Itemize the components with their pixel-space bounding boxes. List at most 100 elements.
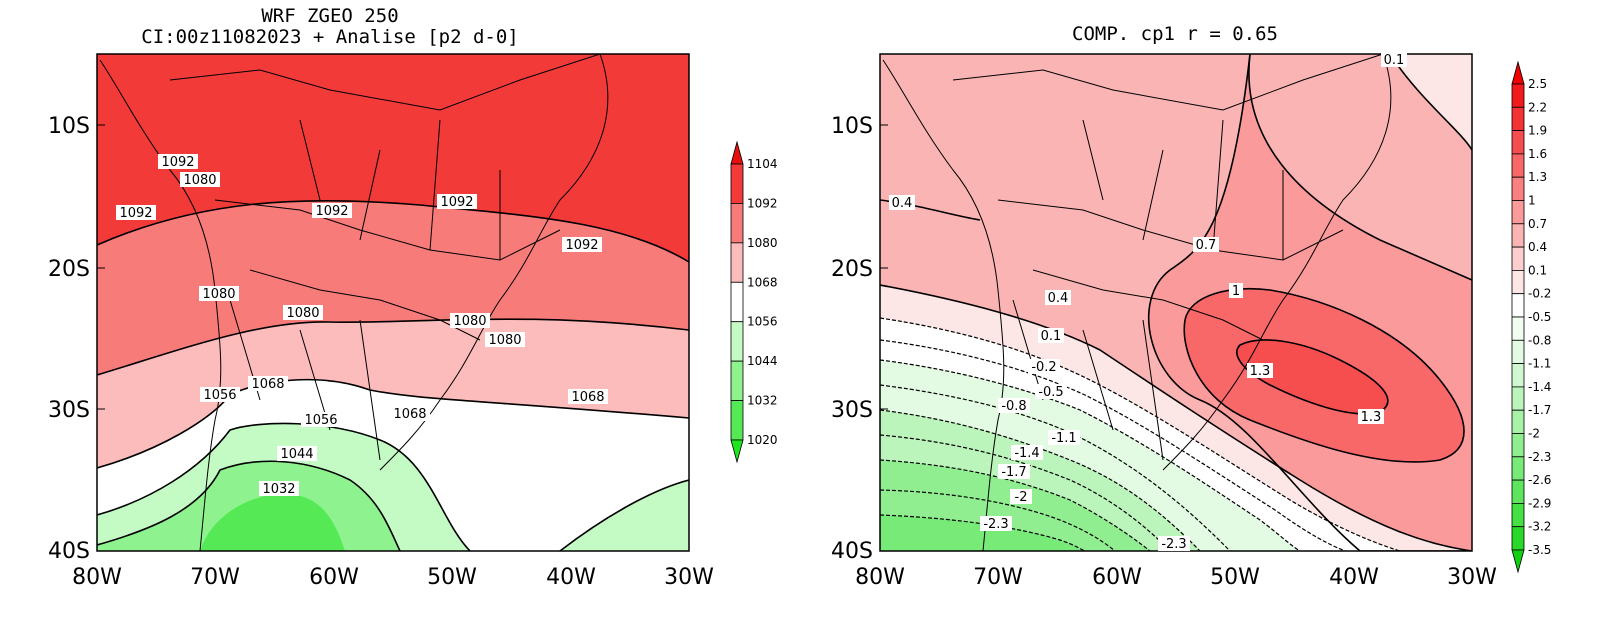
right-colorbar-arrow-bottom — [1511, 549, 1525, 574]
right-colorbar-label-14: -1.4 — [1528, 380, 1551, 394]
svg-text:-2.3: -2.3 — [1161, 537, 1186, 552]
svg-text:-2.3: -2.3 — [983, 517, 1008, 532]
right-lon-tick-60w: 60W — [1092, 565, 1142, 590]
left-contour-label-13: 1056 — [301, 412, 341, 428]
right-contour-label-8: -0.2 — [1028, 359, 1060, 375]
right-colorbar-swatch-4 — [1511, 153, 1525, 178]
svg-text:1056: 1056 — [304, 413, 337, 428]
right-lon-axis: 80W 70W 60W 50W 40W 30W — [855, 565, 1497, 590]
svg-text:0.4: 0.4 — [1048, 291, 1069, 306]
left-contour-label-15: 1068 — [568, 389, 608, 405]
right-colorbar-label-11: -0.5 — [1528, 310, 1551, 324]
left-lon-axis: 80W 70W 60W 50W 40W 30W — [72, 565, 714, 590]
right-colorbar-label-6: 1 — [1528, 194, 1536, 208]
right-contour-label-14: -1.7 — [998, 464, 1030, 480]
right-colorbar-swatch-14 — [1511, 386, 1525, 411]
svg-text:0.7: 0.7 — [1196, 238, 1217, 253]
svg-text:-1.4: -1.4 — [1014, 446, 1039, 461]
svg-text:1.3: 1.3 — [1250, 364, 1271, 379]
left-colorbar-label-3: 1080 — [747, 236, 778, 250]
right-colorbar-swatch-12 — [1511, 339, 1525, 364]
right-colorbar-label-12: -0.8 — [1528, 333, 1551, 347]
left-lat-axis: 10S 20S 30S 40S — [48, 114, 105, 564]
left-colorbar-swatch-4 — [730, 281, 744, 323]
right-colorbar-swatch-13 — [1511, 363, 1525, 388]
left-colorbar-label-4: 1068 — [747, 275, 778, 289]
left-contour-label-8: 1080 — [283, 305, 323, 321]
right-colorbar-swatch-6 — [1511, 200, 1525, 225]
left-colorbar-arrow-bottom — [730, 439, 744, 464]
left-contour-label-12: 1056 — [200, 387, 240, 403]
right-colorbar-label-9: 0.1 — [1528, 263, 1547, 277]
right-lat-axis: 10S 20S 30S 40S — [831, 114, 888, 564]
right-colorbar-label-4: 1.6 — [1528, 147, 1547, 161]
left-colorbar-swatch-5 — [730, 321, 744, 362]
right-colorbar-swatch-7 — [1511, 223, 1525, 248]
right-colorbar-swatch-16 — [1511, 433, 1525, 458]
right-colorbar-swatch-5 — [1511, 176, 1525, 201]
svg-text:0.1: 0.1 — [1384, 53, 1405, 68]
left-colorbar: 1104 1092 1080 1068 1056 1044 1032 1020 — [730, 140, 778, 464]
right-colorbar-label-21: -3.5 — [1528, 543, 1551, 557]
right-colorbar-arrow-top — [1511, 60, 1525, 85]
right-colorbar-swatch-20 — [1511, 526, 1525, 551]
right-colorbar-label-19: -2.9 — [1528, 496, 1551, 510]
svg-text:0.4: 0.4 — [892, 196, 913, 211]
left-contour-label-11: 1068 — [248, 376, 288, 392]
left-lon-tick-70w: 70W — [190, 565, 240, 590]
right-fill-1.3 — [1236, 340, 1388, 414]
right-contour-label-5: 1 — [1229, 283, 1243, 299]
right-lat-tick-40s: 40S — [831, 539, 873, 564]
left-contour-label-6: 1092 — [562, 237, 602, 253]
right-contour-label-3: 0.7 — [1193, 237, 1219, 253]
right-colorbar-swatch-8 — [1511, 246, 1525, 271]
right-lon-tick-80w: 80W — [855, 565, 905, 590]
svg-text:1068: 1068 — [571, 390, 604, 405]
left-colorbar-arrow-top — [730, 140, 744, 165]
left-map-panel: 1092 1080 1092 1092 1092 1092 1080 1080 … — [48, 53, 714, 590]
right-colorbar-label-10: -0.2 — [1528, 287, 1551, 301]
svg-text:0.1: 0.1 — [1041, 329, 1062, 344]
svg-text:1080: 1080 — [183, 173, 216, 188]
right-lon-tick-40w: 40W — [1329, 565, 1379, 590]
left-lat-tick-20s: 20S — [48, 257, 90, 282]
right-contour-label-1: 0.1 — [1381, 52, 1407, 68]
left-lat-tick-40s: 40S — [48, 539, 90, 564]
svg-text:1092: 1092 — [161, 155, 194, 170]
left-colorbar-label-6: 1044 — [747, 354, 778, 368]
left-contour-label-7: 1080 — [199, 286, 239, 302]
svg-text:-0.8: -0.8 — [1001, 399, 1026, 414]
right-lon-tick-70w: 70W — [973, 565, 1023, 590]
left-colorbar-swatch-1 — [730, 163, 744, 204]
right-colorbar-label-2: 2.2 — [1528, 100, 1547, 114]
right-colorbar-label-13: -1.1 — [1528, 357, 1551, 371]
svg-text:1032: 1032 — [262, 482, 295, 497]
left-title-line1: WRF ZGEO 250 — [261, 5, 398, 27]
left-lon-tick-30w: 30W — [664, 565, 714, 590]
right-colorbar-swatch-15 — [1511, 409, 1525, 434]
right-lon-tick-50w: 50W — [1210, 565, 1260, 590]
svg-text:1.3: 1.3 — [1361, 410, 1382, 425]
right-contour-label-12: -1.1 — [1048, 430, 1080, 446]
svg-text:1080: 1080 — [488, 333, 521, 348]
svg-text:-0.2: -0.2 — [1031, 360, 1056, 375]
left-lat-tick-30s: 30S — [48, 398, 90, 423]
left-lon-tick-50w: 50W — [427, 565, 477, 590]
svg-text:1: 1 — [1232, 284, 1240, 299]
left-lon-tick-40w: 40W — [546, 565, 596, 590]
right-contour-label-10: -0.8 — [998, 398, 1030, 414]
svg-text:1092: 1092 — [315, 204, 348, 219]
right-lat-tick-20s: 20S — [831, 257, 873, 282]
left-colorbar-swatch-2 — [730, 203, 744, 244]
right-colorbar-swatch-11 — [1511, 316, 1525, 341]
svg-text:1080: 1080 — [202, 287, 235, 302]
right-lat-tick-10s: 10S — [831, 114, 873, 139]
left-colorbar-label-1: 1104 — [747, 157, 778, 171]
right-colorbar-label-3: 1.9 — [1528, 124, 1547, 138]
right-contour-label-11: 1.3 — [1358, 409, 1384, 425]
left-lat-tick-10s: 10S — [48, 114, 90, 139]
right-colorbar-label-8: 0.4 — [1528, 240, 1547, 254]
right-fill-0.1-ne — [1390, 54, 1472, 150]
right-colorbar-label-5: 1.3 — [1528, 170, 1547, 184]
